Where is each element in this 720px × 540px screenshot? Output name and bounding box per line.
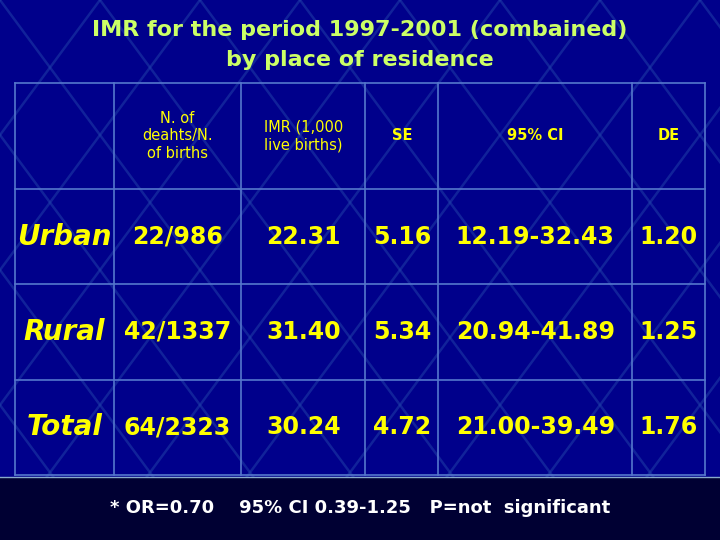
Text: 30.24: 30.24: [266, 415, 341, 440]
Text: 42/1337: 42/1337: [124, 320, 231, 344]
Text: Urban: Urban: [17, 222, 112, 251]
Text: 31.40: 31.40: [266, 320, 341, 344]
Text: * OR=0.70    95% CI 0.39-1.25   P=not  significant: * OR=0.70 95% CI 0.39-1.25 P=not signifi…: [110, 499, 610, 517]
Text: 4.72: 4.72: [373, 415, 431, 440]
Text: 22/986: 22/986: [132, 225, 223, 248]
Text: 20.94-41.89: 20.94-41.89: [456, 320, 615, 344]
Text: 64/2323: 64/2323: [124, 415, 231, 440]
Text: 21.00-39.49: 21.00-39.49: [456, 415, 615, 440]
Text: 1.20: 1.20: [639, 225, 698, 248]
Text: SE: SE: [392, 129, 413, 144]
Text: 5.34: 5.34: [373, 320, 431, 344]
Text: 1.76: 1.76: [639, 415, 698, 440]
Text: IMR (1,000
live births): IMR (1,000 live births): [264, 120, 343, 152]
Bar: [0, 477, 720, 540]
Text: DE: DE: [657, 129, 680, 144]
Text: Total: Total: [27, 413, 102, 441]
Text: 1.25: 1.25: [639, 320, 698, 344]
Text: by place of residence: by place of residence: [226, 50, 494, 70]
Text: 95% CI: 95% CI: [507, 129, 564, 144]
Text: 12.19-32.43: 12.19-32.43: [456, 225, 615, 248]
Text: 22.31: 22.31: [266, 225, 341, 248]
Text: 5.16: 5.16: [373, 225, 431, 248]
Text: IMR for the period 1997-2001 (combained): IMR for the period 1997-2001 (combained): [92, 20, 628, 40]
Text: Rural: Rural: [24, 318, 105, 346]
Text: N. of
deahts/N.
of births: N. of deahts/N. of births: [142, 111, 213, 161]
